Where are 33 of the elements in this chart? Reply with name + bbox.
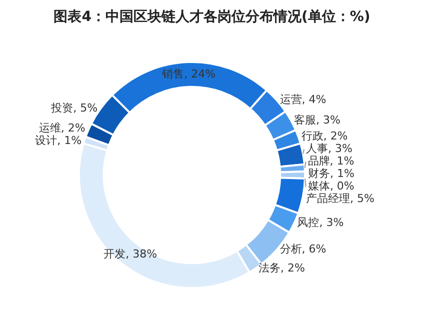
slice-label: 财务	[308, 167, 330, 180]
slice-label: 设计	[35, 134, 58, 148]
data-label: , 24%	[184, 67, 216, 80]
text: , 0%	[330, 180, 354, 193]
slice-label: 投资	[50, 101, 74, 114]
slice-label: 分析	[280, 242, 302, 256]
data-label: , 1%	[57, 134, 82, 148]
data-label: , 5%	[73, 101, 98, 114]
data-label: , 4%	[302, 93, 326, 106]
slice-label: 人事	[306, 142, 328, 156]
data-label: , 1%	[330, 167, 354, 180]
slice-label: 开发	[104, 247, 126, 260]
category-label: 媒体	[308, 180, 330, 193]
slice-label: 产品经理	[306, 192, 350, 206]
slice-label: 运营	[280, 93, 302, 106]
data-label: , 1%	[330, 154, 354, 168]
data-label: , 2%	[280, 261, 305, 274]
data-label: , 3%	[319, 216, 344, 229]
slice-label: 销售	[161, 67, 184, 80]
data-label: , 2%	[60, 122, 86, 135]
data-label: , 2%	[323, 130, 348, 143]
slice-label: 行政	[301, 130, 324, 143]
data-label: , 6%	[302, 242, 326, 256]
slice-label: 客服	[294, 113, 316, 126]
data-label: , 3%	[316, 113, 340, 126]
slice-label: 运维	[38, 122, 61, 135]
data-label: , 5%	[350, 192, 374, 206]
slice-label: 风控	[297, 216, 320, 229]
slice-label: 法务	[258, 261, 281, 274]
slice-label: 品牌	[308, 154, 330, 168]
data-label: , 38%	[126, 247, 158, 260]
chart-title: 图表4：中国区块链人才各岗位分布情况(单位：%)	[52, 8, 372, 26]
data-label: , 3%	[328, 142, 352, 156]
